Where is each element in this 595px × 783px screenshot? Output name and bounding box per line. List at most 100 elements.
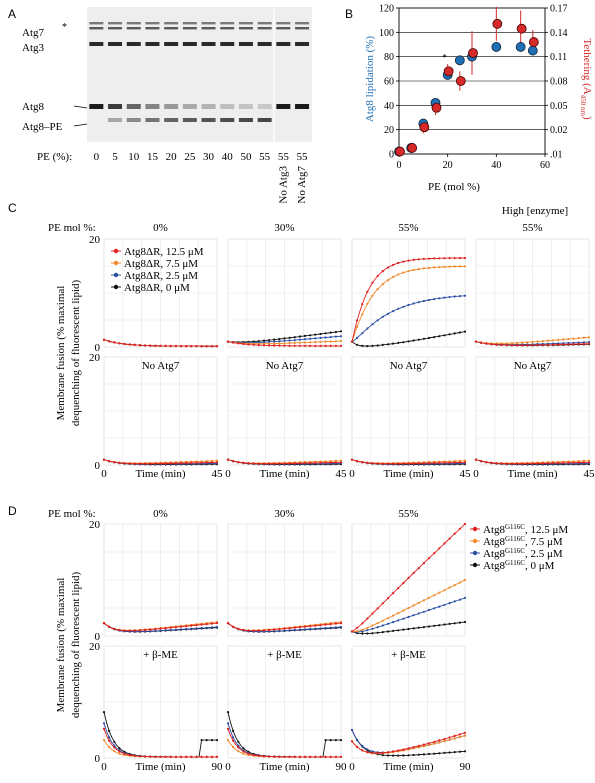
plot-frame [475, 238, 590, 348]
subplot-title: + β-ME [391, 649, 426, 661]
legend-swatch-marker [472, 538, 478, 544]
chart-b-point-tethering [528, 37, 539, 47]
trace-line [227, 622, 342, 633]
x-axis-label: Time (min) [507, 468, 557, 480]
column-title: 30% [274, 222, 294, 234]
band-label-atg8-pe: Atg8–PE [22, 121, 63, 133]
band-atg7-lower [182, 27, 197, 30]
ytick-top: 20 [89, 234, 101, 246]
xtick-end: 90 [336, 761, 348, 773]
chart-b-ylabel-left: Atg8 lipidation (%) [364, 36, 376, 122]
band-atg7-lower [257, 27, 272, 30]
ytick-zero: 0 [95, 753, 101, 765]
chart-b-point-lipidation [491, 42, 502, 52]
band-atg7-lower [89, 27, 104, 30]
chart-b-xtick-label: 20 [443, 160, 453, 171]
band-atg8-pe [108, 118, 123, 122]
column-title: 55% [398, 222, 418, 234]
chart-b-xtick-label: 0 [397, 160, 402, 171]
plot-frame [103, 238, 218, 348]
trace-line [475, 336, 590, 344]
trace-line [351, 597, 466, 633]
x-axis-label: Time (min) [259, 761, 309, 773]
band-label-atg7: Atg7 [22, 27, 45, 39]
band-atg7-upper [220, 22, 235, 25]
band-atg8 [145, 104, 160, 109]
c-high-enzyme-label: High [enzyme] [502, 205, 568, 217]
lane-label: 0 [94, 151, 100, 163]
xtick-end: 45 [460, 468, 472, 480]
trace-line [351, 295, 466, 342]
chart-b-point-tethering [516, 23, 527, 34]
band-atg7-upper [295, 22, 310, 25]
trace-line [227, 330, 342, 343]
d-ylabel-line2: dequenching of fluorescent lipid) [70, 572, 82, 719]
band-atg7-lower [108, 27, 123, 30]
band-atg8-pe [201, 118, 216, 122]
legend-swatch-marker [113, 284, 119, 290]
plot-frame [103, 523, 218, 637]
chart-b-point-lipidation [454, 55, 465, 66]
band-atg8-pe [257, 118, 272, 122]
chart-b-point-tethering [468, 48, 478, 58]
lane-label: 15 [147, 151, 159, 163]
trace-line [227, 459, 342, 465]
legend-label: Atg8G116C, 2.5 μM [483, 547, 563, 560]
band-atg8 [295, 104, 310, 109]
band-label-atg3: Atg3 [22, 42, 45, 54]
x-axis-label: Time (min) [383, 761, 433, 773]
plot-frame [227, 523, 342, 637]
trace-line [351, 265, 466, 342]
chart-b-ytick-left-label: 120 [379, 4, 394, 15]
xtick-start: 0 [349, 468, 355, 480]
lane-label: 10 [128, 151, 140, 163]
chart-b-point-lipidation [527, 45, 538, 56]
legend-swatch-marker [113, 272, 119, 278]
ytick-top: 20 [89, 519, 101, 531]
lane-label: 55 [259, 151, 271, 163]
chart-b-point-tethering [455, 76, 466, 86]
band-atg7-lower [238, 27, 253, 30]
band-label-star: * [62, 22, 67, 33]
band-atg3 [276, 42, 291, 46]
plot-frame [351, 645, 466, 759]
band-atg7-lower [126, 27, 141, 30]
band-atg8 [126, 104, 141, 109]
lane-label: 5 [112, 151, 118, 163]
band-atg7-upper [145, 22, 160, 25]
band-atg8 [276, 104, 291, 109]
legend-swatch-marker [472, 562, 478, 568]
band-atg3 [295, 42, 310, 46]
band-atg3 [257, 42, 272, 46]
pe-percent-label: PE (%): [37, 151, 72, 163]
band-atg7-lower [164, 27, 179, 30]
band-atg8 [108, 104, 123, 109]
chart-b-star: * [442, 52, 447, 62]
band-atg7-lower [145, 27, 160, 30]
xtick-start: 0 [101, 468, 107, 480]
trace-line [352, 579, 466, 632]
legend-swatch-marker [113, 248, 119, 254]
band-atg8 [238, 104, 253, 109]
chart-b-ytick-right-label: 0.11 [550, 52, 567, 63]
band-atg7-lower [201, 27, 216, 30]
band-atg8 [164, 104, 179, 109]
chart-b-ytick-right-label: .01 [550, 150, 563, 161]
trace-line [475, 459, 590, 465]
ytick-top: 20 [89, 352, 101, 364]
chart-b-ytick-left-label: 60 [384, 77, 394, 88]
xtick-start: 0 [101, 761, 107, 773]
subplot-title: No Atg7 [266, 360, 304, 372]
trace-line [103, 339, 217, 347]
trace-line [103, 728, 217, 758]
xtick-end: 45 [584, 468, 595, 480]
band-atg8 [201, 104, 216, 109]
band-atg8-pe [164, 118, 179, 122]
band-atg3 [201, 42, 216, 46]
chart-b-xtick-label: 40 [491, 160, 501, 171]
lane-label: 30 [203, 151, 215, 163]
legend-swatch-marker [472, 526, 478, 532]
band-atg8-pe [145, 118, 160, 122]
legend-swatch-marker [472, 550, 478, 556]
band-atg8 [220, 104, 235, 109]
